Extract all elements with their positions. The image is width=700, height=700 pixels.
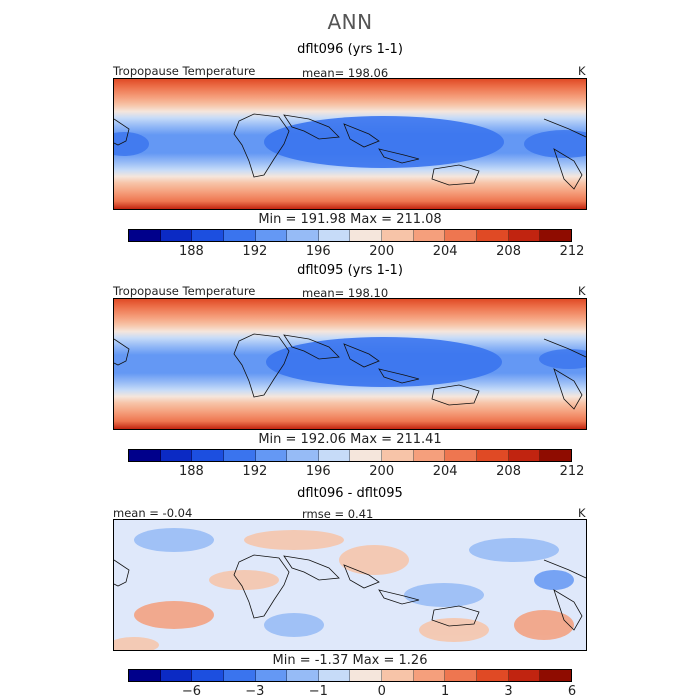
panel-2-colorbar-swatch (255, 450, 288, 461)
panel-2-colorbar-tick-label: 204 (432, 464, 458, 479)
panel-3-colorbar-swatch (318, 670, 351, 681)
panel-2-colorbar-tick-label: 188 (179, 464, 204, 479)
panel-3-colorbar-tick-label: 0 (377, 684, 386, 699)
panel-2-colorbar (128, 449, 572, 462)
panel-1-colorbar-swatch (508, 230, 541, 241)
panel-3-colorbar-swatch (255, 670, 288, 681)
panel-1-minmax: Min = 191.98 Max = 211.08 (258, 212, 442, 227)
panel-1-colorbar (128, 229, 572, 242)
panel-2-colorbar-swatch (508, 450, 541, 461)
panel-3-colorbar-tick-label: −6 (181, 684, 202, 699)
figure-title: ANN (327, 10, 373, 34)
panel-2-colorbar-tick-label: 208 (496, 464, 521, 479)
panel-3-mean-label: mean = -0.04 (113, 506, 193, 520)
panel-1-title: dflt096 (yrs 1-1) (297, 42, 403, 57)
panel-1-colorbar-swatch (255, 230, 288, 241)
panel-1-colorbar-tick-label: 204 (432, 244, 458, 259)
panel-3-title: dflt096 - dflt095 (297, 486, 403, 501)
panel-1-colorbar-swatch (192, 230, 224, 241)
panel-1-colorbar-tick-label: 192 (242, 244, 268, 259)
panel-2-colorbar-swatch (445, 450, 478, 461)
panel-1-colorbar-swatch (540, 230, 571, 241)
panel-1-colorbar-swatch (413, 230, 446, 241)
panel-2-field-label: Tropopause Temperature (113, 284, 256, 298)
panel-3-colorbar-swatch (413, 670, 446, 681)
panel-1-map (113, 78, 587, 210)
panel-3-colorbar (128, 669, 572, 682)
panel-3-colorbar-swatch (508, 670, 541, 681)
panel-3-colorbar-tick-label: 3 (504, 684, 513, 699)
panel-3-colorbar-swatch (445, 670, 478, 681)
panel-3-colorbar-swatch (540, 670, 571, 681)
panel-2-colorbar-swatch (192, 450, 224, 461)
panel-1-colorbar-swatch (382, 230, 414, 241)
panel-2-mean-label: mean= 198.10 (302, 286, 389, 300)
panel-3-units-label: K (578, 506, 586, 520)
panel-2-colorbar-ticks: 188 192 196 200 204 208 212 (128, 464, 584, 480)
panel-3-minmax: Min = -1.37 Max = 1.26 (272, 653, 428, 668)
panel-2-colorbar-swatch (223, 450, 256, 461)
panel-1-colorbar-tick-label: 196 (305, 244, 331, 259)
panel-1-colorbar-swatch (160, 230, 193, 241)
panel-1-colorbar-tick-label: 200 (369, 244, 395, 259)
panel-3-colorbar-swatch (287, 670, 319, 681)
panel-1-colorbar-swatch (287, 230, 319, 241)
panel-2-units-label: K (578, 284, 586, 298)
panel-2-colorbar-swatch (350, 450, 383, 461)
panel-3-colorbar-swatch (223, 670, 256, 681)
panel-1-units-label: K (578, 64, 586, 78)
panel-2-colorbar-swatch (477, 450, 509, 461)
panel-1-colorbar-ticks: 188 192 196 200 204 208 212 (128, 244, 584, 260)
panel-1-mean-label: mean= 198.06 (302, 66, 389, 80)
panel-1-colorbar-swatch (223, 230, 256, 241)
panel-2-colorbar-swatch (382, 450, 414, 461)
panel-2-map (113, 298, 587, 430)
panel-1-colorbar-swatch (350, 230, 383, 241)
panel-1-field-label: Tropopause Temperature (113, 64, 256, 78)
panel-3-colorbar-tick-label: −3 (245, 684, 265, 699)
panel-1-colorbar-tick-label: 188 (179, 244, 204, 259)
panel-3-colorbar-swatch (382, 670, 414, 681)
panel-3-colorbar-tick-label: −1 (308, 684, 328, 699)
panel-2-colorbar-swatch (160, 450, 193, 461)
panel-2-colorbar-swatch (287, 450, 319, 461)
panel-2-colorbar-swatch (413, 450, 446, 461)
panel-1-colorbar-swatch (129, 230, 161, 241)
panel-3-colorbar-swatch (477, 670, 509, 681)
panel-2-title: dflt095 (yrs 1-1) (297, 263, 403, 278)
panel-3-map (113, 519, 587, 651)
panel-2-colorbar-tick-label: 192 (242, 464, 268, 479)
panel-1-colorbar-tick-label: 208 (496, 244, 521, 259)
panel-3-colorbar-ticks: −6 −3 −1 0 1 3 6 (128, 684, 576, 700)
panel-2-minmax: Min = 192.06 Max = 211.41 (258, 432, 442, 447)
panel-2-colorbar-tick-label: 196 (305, 464, 331, 479)
panel-3-colorbar-swatch (192, 670, 224, 681)
panel-1-colorbar-swatch (445, 230, 478, 241)
panel-3-colorbar-swatch (160, 670, 193, 681)
panel-3-colorbar-swatch (129, 670, 161, 681)
panel-2-colorbar-tick-label: 212 (559, 464, 585, 479)
panel-2-colorbar-swatch (540, 450, 571, 461)
panel-2-colorbar-swatch (318, 450, 351, 461)
panel-2-colorbar-tick-label: 200 (369, 464, 395, 479)
panel-2-colorbar-swatch (129, 450, 161, 461)
panel-3-colorbar-tick-label: 1 (441, 684, 450, 699)
panel-1-colorbar-swatch (318, 230, 351, 241)
panel-3-colorbar-tick-label: 6 (567, 684, 577, 699)
panel-3-colorbar-swatch (350, 670, 383, 681)
panel-1-colorbar-swatch (477, 230, 509, 241)
panel-3-rmse-label: rmse = 0.41 (302, 507, 374, 521)
panel-1-colorbar-tick-label: 212 (559, 244, 585, 259)
